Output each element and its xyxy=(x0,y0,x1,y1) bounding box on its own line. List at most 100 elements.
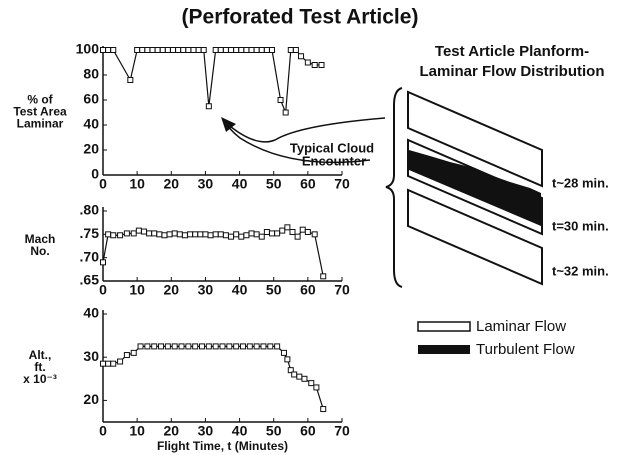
data-point xyxy=(279,227,286,234)
data-point xyxy=(171,343,178,350)
data-point xyxy=(219,343,226,350)
data-point xyxy=(200,47,207,53)
data-point xyxy=(301,375,308,382)
x-tick-label: 30 xyxy=(198,423,214,439)
arrow xyxy=(224,117,386,143)
x-tick-label: 40 xyxy=(232,423,248,439)
data-point xyxy=(123,230,130,237)
turbulent-region xyxy=(409,150,541,226)
data-point xyxy=(238,47,245,53)
data-point xyxy=(212,343,219,350)
data-point xyxy=(202,231,209,238)
data-point xyxy=(287,47,294,53)
data-point xyxy=(144,47,151,53)
x-tick-label: 0 xyxy=(99,423,107,439)
data-point xyxy=(233,231,240,238)
data-point xyxy=(156,231,163,238)
data-point xyxy=(144,343,151,350)
y-axis-label: No. xyxy=(30,244,49,258)
data-point xyxy=(140,228,147,235)
data-point xyxy=(228,233,235,240)
data-point xyxy=(253,343,260,350)
y-tick-label: 20 xyxy=(83,141,99,157)
data-point xyxy=(313,384,320,391)
diagram-title: Test Article Planform- xyxy=(435,43,589,60)
y-tick-label: 60 xyxy=(83,91,99,107)
data-point xyxy=(320,273,327,280)
data-point xyxy=(263,229,270,235)
data-point xyxy=(176,231,183,238)
data-point xyxy=(169,47,176,53)
y-tick-label: 40 xyxy=(83,305,99,321)
data-point xyxy=(243,232,250,239)
y-axis-label: Alt., xyxy=(29,348,52,362)
data-point xyxy=(135,227,142,234)
time-label: t~28 min. xyxy=(552,175,609,190)
data-point xyxy=(175,47,182,53)
y-axis-label: ft. xyxy=(34,360,45,374)
data-point xyxy=(243,47,250,53)
data-point xyxy=(192,231,199,238)
data-point xyxy=(318,62,325,68)
data-point xyxy=(217,47,224,53)
data-point xyxy=(100,47,106,53)
data-point xyxy=(299,226,306,233)
data-point xyxy=(246,343,253,350)
data-point xyxy=(190,47,197,53)
y-axis-label: % of xyxy=(27,93,53,107)
annotation: Encounter xyxy=(302,153,366,168)
y-tick-label: .75 xyxy=(80,225,100,241)
data-point xyxy=(212,47,219,53)
planform xyxy=(407,188,543,286)
figure-title: (Perforated Test Article) xyxy=(182,6,419,29)
data-point xyxy=(105,360,112,367)
y-tick-label: 40 xyxy=(83,116,99,132)
data-point xyxy=(282,109,289,116)
data-point xyxy=(258,233,265,240)
data-point xyxy=(100,360,106,367)
data-point xyxy=(110,232,117,239)
planform xyxy=(407,90,543,188)
data-point xyxy=(320,406,327,413)
x-tick-label: 50 xyxy=(266,423,282,439)
data-point xyxy=(199,343,206,350)
data-point xyxy=(117,358,124,365)
data-line xyxy=(103,49,322,113)
data-point xyxy=(187,231,194,238)
data-point xyxy=(238,233,245,240)
x-tick-label: 40 xyxy=(232,176,248,192)
data-point xyxy=(137,343,144,350)
data-point xyxy=(110,47,117,53)
data-point xyxy=(151,230,158,237)
y-tick-label: .80 xyxy=(80,202,100,218)
data-point xyxy=(263,47,270,53)
legend-swatch xyxy=(418,345,470,354)
x-tick-label: 10 xyxy=(129,176,145,192)
x-tick-label: 50 xyxy=(266,176,282,192)
y-axis-label: Test Area xyxy=(13,105,67,119)
data-point xyxy=(100,259,106,266)
data-point xyxy=(226,343,233,350)
data-point xyxy=(311,62,318,68)
data-point xyxy=(134,47,141,53)
y-axis-label: Mach xyxy=(25,232,56,246)
data-point xyxy=(274,230,281,237)
diagram-title: Laminar Flow Distribution xyxy=(419,63,604,80)
data-point xyxy=(274,343,281,350)
y-tick-label: 20 xyxy=(83,391,99,407)
x-tick-label: 0 xyxy=(99,282,107,298)
data-point xyxy=(178,343,185,350)
data-point xyxy=(151,343,158,350)
x-tick-label: 70 xyxy=(334,282,350,298)
y-tick-label: 100 xyxy=(76,41,100,57)
data-point xyxy=(192,343,199,350)
data-point xyxy=(296,373,303,380)
data-point xyxy=(161,232,168,239)
x-tick-label: 20 xyxy=(163,282,179,298)
x-tick-label: 20 xyxy=(163,176,179,192)
x-tick-label: 70 xyxy=(334,423,350,439)
data-point xyxy=(159,47,166,53)
data-point xyxy=(105,47,112,53)
y-tick-label: 80 xyxy=(83,66,99,82)
